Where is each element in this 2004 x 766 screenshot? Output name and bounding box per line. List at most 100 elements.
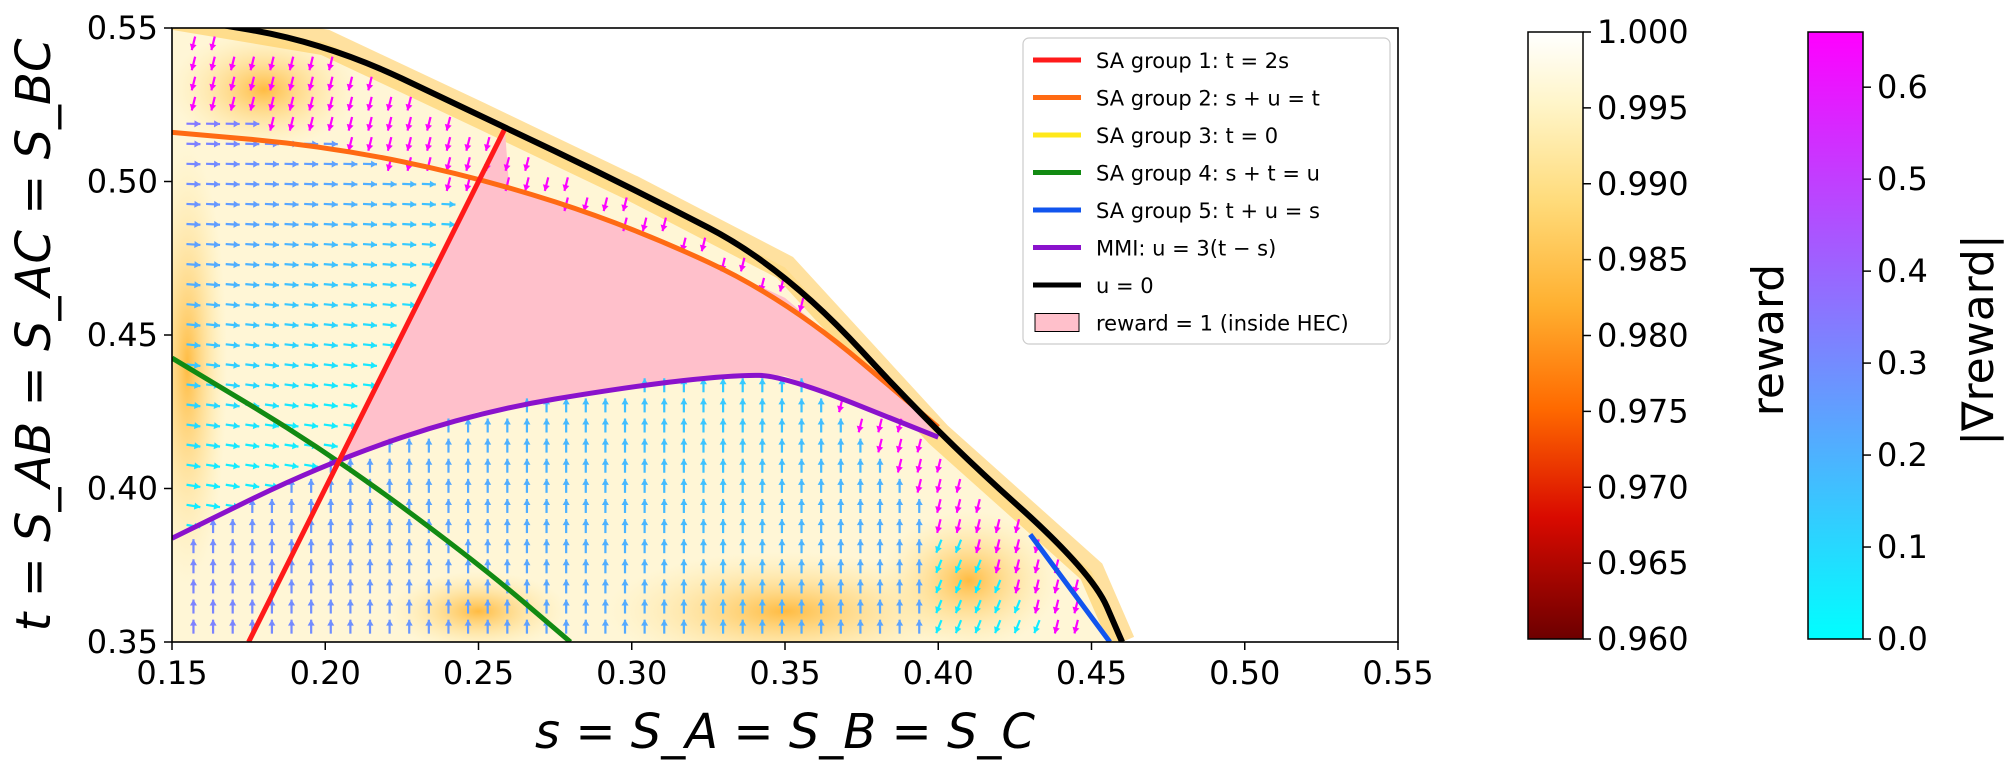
quiver-arrow xyxy=(205,442,221,450)
quiver-arrow xyxy=(284,160,299,168)
quiver-arrow xyxy=(323,361,338,369)
legend-label: u = 0 xyxy=(1096,274,1154,298)
quiver-arrow xyxy=(323,180,338,188)
quiver-arrow xyxy=(304,241,319,249)
quiver-arrow xyxy=(402,241,417,249)
quiver-arrow xyxy=(523,559,531,574)
quiver-arrow xyxy=(225,200,240,208)
quiver-arrow xyxy=(641,579,649,594)
quiver-arrow xyxy=(346,619,354,634)
quiver-arrow xyxy=(444,136,452,151)
quiver-arrow xyxy=(641,519,649,534)
quiver-arrow xyxy=(405,116,413,131)
quiver-arrow xyxy=(699,478,707,493)
quiver-arrow xyxy=(1072,619,1080,634)
quiver-arrow xyxy=(543,519,551,534)
quiver-arrow xyxy=(288,519,296,534)
quiver-arrow xyxy=(562,498,570,513)
quiver-arrow xyxy=(248,579,256,594)
quiver-arrow xyxy=(362,241,378,249)
quiver-arrow xyxy=(307,96,315,111)
quiver-arrow xyxy=(343,341,358,349)
quiver-arrow xyxy=(366,76,374,91)
quiver-arrow xyxy=(343,301,358,309)
quiver-arrow xyxy=(935,498,943,514)
quiver-arrow xyxy=(362,180,378,188)
colorbar-tick-label: 0.5 xyxy=(1877,160,1928,198)
quiver-arrow xyxy=(225,241,240,249)
quiver-arrow xyxy=(186,241,201,249)
quiver-arrow xyxy=(405,136,413,151)
quiver-arrow xyxy=(284,180,299,188)
quiver-arrow xyxy=(915,478,923,493)
colorbar-tick-label: 0.970 xyxy=(1597,468,1689,506)
quiver-arrow xyxy=(264,402,280,409)
quiver-arrow xyxy=(288,579,296,594)
quiver-arrow xyxy=(915,458,923,473)
quiver-arrow xyxy=(304,200,319,208)
quiver-arrow xyxy=(758,539,766,554)
x-axis-ticks: 0.15 0.20 0.25 0.30 0.35 0.40 0.45 0.50 0.55 xyxy=(136,642,1434,692)
quiver-arrow xyxy=(739,619,747,634)
quiver-arrow xyxy=(382,281,397,289)
quiver-arrow xyxy=(225,261,240,269)
quiver-arrow xyxy=(641,438,649,453)
quiver-arrow xyxy=(797,297,805,312)
quiver-arrow xyxy=(798,619,806,634)
quiver-arrow xyxy=(229,539,237,554)
quiver-arrow xyxy=(229,619,237,634)
quiver-arrow xyxy=(206,261,221,269)
quiver-arrow xyxy=(405,96,413,111)
quiver-arrow xyxy=(798,599,806,614)
quiver-arrow xyxy=(543,458,551,473)
quiver-arrow xyxy=(225,442,240,450)
quiver-arrow xyxy=(264,361,279,369)
reward-colorbar: 0.960 0.965 0.970 0.975 0.980 0.985 0.990 0.995… xyxy=(1527,13,1794,658)
quiver-arrow xyxy=(209,36,217,51)
quiver-arrow xyxy=(346,498,354,513)
quiver-arrow xyxy=(405,539,413,554)
quiver-arrow xyxy=(186,220,201,228)
quiver-arrow xyxy=(284,301,299,309)
quiver-arrow xyxy=(225,422,240,430)
quiver-arrow xyxy=(206,120,221,128)
quiver-arrow xyxy=(621,498,629,513)
quiver-arrow xyxy=(503,519,511,534)
quiver-arrow xyxy=(1033,579,1041,594)
quiver-arrow xyxy=(307,116,315,131)
gradient-colorbar: 0.0 0.1 0.2 0.3 0.4 0.5 0.6 |∇reward| xyxy=(1807,31,2004,658)
quiver-arrow xyxy=(543,418,551,433)
y-axis-label: t = S_AB = S_AC = S_BC xyxy=(6,38,62,631)
quiver-arrow xyxy=(621,458,629,473)
quiver-arrow xyxy=(248,96,256,111)
colorbar-tick-label: 0.4 xyxy=(1877,252,1928,290)
quiver-arrow xyxy=(817,418,825,433)
quiver-arrow xyxy=(915,599,923,614)
quiver-arrow xyxy=(739,559,747,574)
quiver-arrow xyxy=(186,502,201,510)
quiver-arrow xyxy=(287,116,295,131)
quiver-arrow xyxy=(209,56,217,71)
quiver-arrow xyxy=(402,220,417,228)
quiver-arrow xyxy=(425,559,433,574)
quiver-arrow xyxy=(876,519,884,534)
quiver-arrow xyxy=(484,418,492,433)
y-tick-label: 0.35 xyxy=(87,623,158,661)
quiver-arrow xyxy=(304,321,319,329)
quiver-arrow xyxy=(186,361,201,369)
quiver-arrow xyxy=(206,241,221,249)
legend-label: SA group 4: s + t = u xyxy=(1096,162,1320,186)
quiver-arrow xyxy=(225,361,240,369)
quiver-arrow xyxy=(284,220,299,228)
quiver-arrow xyxy=(601,498,609,513)
quiver-arrow xyxy=(562,478,570,493)
quiver-arrow xyxy=(719,458,727,473)
quiver-arrow xyxy=(304,220,319,228)
quiver-arrow xyxy=(385,116,393,131)
quiver-arrow xyxy=(699,498,707,513)
curve-u0 xyxy=(221,28,1125,642)
quiver-arrow xyxy=(523,579,531,594)
quiver-arrow xyxy=(699,237,707,252)
quiver-arrow xyxy=(366,458,374,473)
